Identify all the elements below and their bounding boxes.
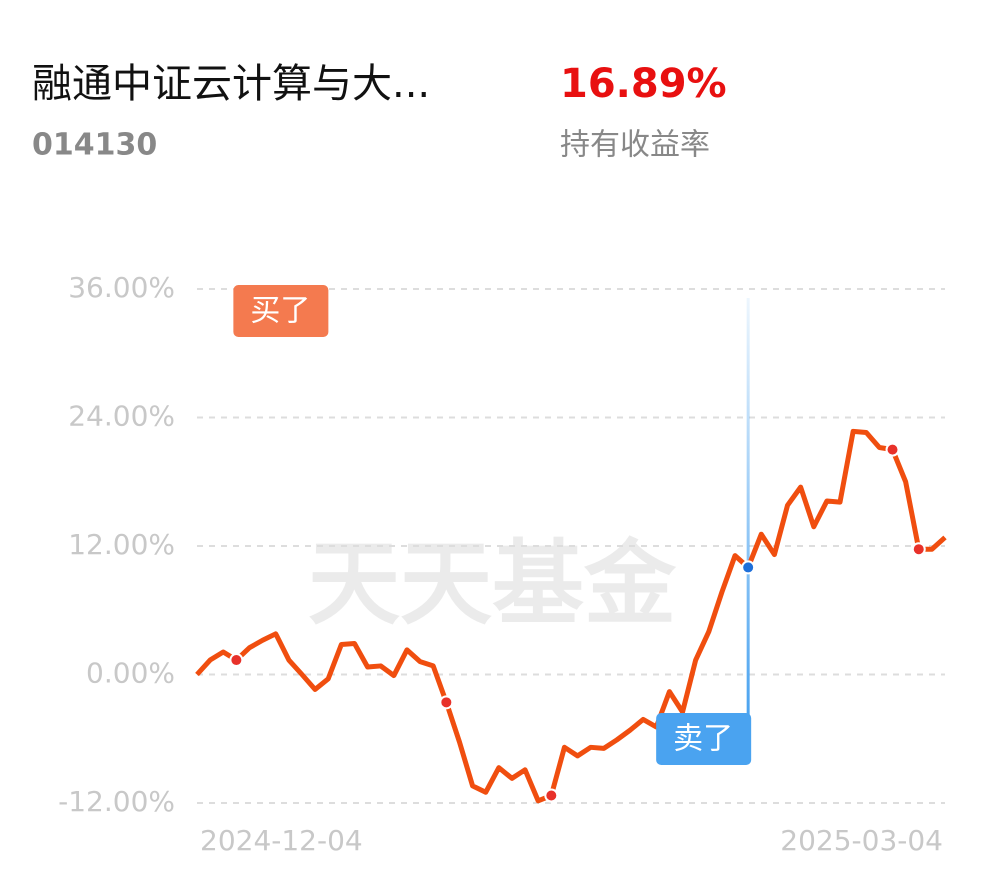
annotation-label: 买了 xyxy=(250,294,310,329)
sell-line xyxy=(746,298,750,718)
fund-code: 014130 xyxy=(32,128,157,163)
y-tick-label: 12.00% xyxy=(68,528,175,561)
point-marker xyxy=(885,442,900,457)
x-tick-label: 2024-12-04 xyxy=(200,824,363,857)
point-marker xyxy=(544,788,559,803)
annotation-badge xyxy=(233,285,329,337)
x-tick-label: 2025-03-04 xyxy=(780,824,943,857)
y-tick-label: 36.00% xyxy=(68,271,175,304)
y-tick-label: 24.00% xyxy=(68,400,175,433)
return-value: 16.89% xyxy=(560,61,727,107)
annotation-badge xyxy=(656,713,752,765)
series-line xyxy=(195,428,947,804)
annotation-label: 卖了 xyxy=(673,722,733,757)
point-marker xyxy=(439,695,454,710)
fund-name: 融通中证云计算与大... xyxy=(32,61,430,107)
y-tick-label: 0.00% xyxy=(86,657,175,690)
return-label: 持有收益率 xyxy=(560,128,710,163)
y-tick-label: -12.00% xyxy=(58,785,175,818)
sell-marker xyxy=(741,560,756,575)
watermark: 天天基金 xyxy=(308,530,677,637)
point-marker xyxy=(911,542,926,557)
point-marker xyxy=(229,653,244,668)
